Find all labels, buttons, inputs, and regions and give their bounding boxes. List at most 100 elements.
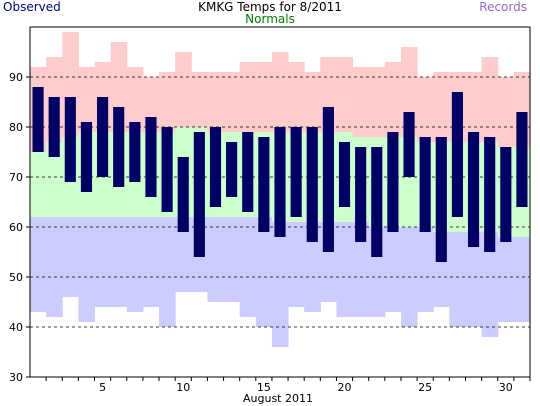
record-band-day-14	[239, 62, 257, 132]
observed-bar-day-27	[451, 92, 463, 217]
low-band-day-8	[142, 217, 160, 307]
observed-bar-day-9	[161, 127, 173, 212]
observed-bar-day-21	[355, 147, 367, 242]
observed-bar-day-22	[371, 147, 383, 257]
low-band-day-12	[207, 217, 225, 302]
low-band-day-23	[384, 227, 402, 312]
plot-border	[29, 26, 531, 378]
observed-bar-day-3	[64, 97, 76, 182]
low-band-day-16	[271, 222, 289, 347]
normal-band-day-1	[30, 152, 47, 217]
observed-bar-day-8	[145, 117, 157, 197]
low-band-day-14	[239, 217, 257, 317]
y-tick-label-60: 60	[9, 221, 23, 234]
low-band-day-2	[46, 217, 63, 317]
observed-layer	[32, 87, 528, 262]
low-band-day-9	[159, 217, 176, 327]
record-band-day-28	[465, 72, 483, 142]
low-band-day-5	[94, 217, 112, 307]
observed-bar-day-17	[290, 127, 302, 217]
observed-bar-day-31	[516, 112, 528, 207]
y-tick-label-40: 40	[9, 321, 23, 334]
low-band-day-28	[465, 232, 483, 327]
observed-bar-day-5	[97, 97, 109, 177]
record-band-day-22	[368, 67, 386, 137]
record-band-day-17	[288, 62, 305, 132]
x-tick-label-10: 10	[176, 381, 190, 394]
record-band-day-11	[191, 72, 208, 127]
observed-bar-day-11	[193, 132, 205, 257]
x-tick-label-20: 20	[338, 381, 352, 394]
chart-title: KMKG Temps for 8/2011	[198, 0, 342, 14]
record-band-day-20	[336, 57, 354, 132]
x-tick-label-25: 25	[418, 381, 432, 394]
observed-bar-day-6	[113, 107, 125, 187]
record-band-day-10	[175, 52, 192, 127]
observed-bar-day-19	[322, 107, 334, 252]
record-band-day-30	[497, 77, 515, 147]
record-band-day-21	[352, 67, 370, 137]
low-band-day-30	[497, 237, 515, 322]
record-band-day-12	[207, 72, 225, 132]
observed-bar-day-16	[274, 127, 286, 237]
observed-bar-day-4	[80, 122, 93, 192]
y-tick-label-30: 30	[9, 371, 23, 384]
observed-bar-day-7	[129, 122, 141, 182]
low-band-day-25	[417, 227, 434, 312]
low-band-day-31	[513, 237, 531, 322]
record-band-day-23	[384, 62, 402, 137]
observed-bar-day-13	[226, 142, 238, 197]
observed-bar-day-24	[403, 112, 415, 177]
x-axis-label: August 2011	[243, 392, 313, 405]
record-band-day-16	[271, 52, 289, 132]
y-tick-label-90: 90	[9, 71, 23, 84]
observed-bar-day-23	[387, 132, 399, 232]
observed-bar-day-29	[484, 137, 496, 252]
observed-bar-day-18	[306, 127, 318, 242]
normal-band-day-2	[46, 142, 63, 217]
y-tick-label-70: 70	[9, 171, 23, 184]
low-band-day-29	[481, 232, 499, 337]
low-band-day-20	[336, 222, 354, 317]
observed-bar-day-20	[338, 142, 351, 207]
x-tick-label-30: 30	[499, 381, 513, 394]
observed-bar-day-10	[177, 157, 189, 232]
x-tick-label-15: 15	[257, 381, 271, 394]
x-tick-label-5: 5	[99, 381, 106, 394]
record-band-day-15	[255, 62, 273, 132]
observed-bar-day-14	[242, 132, 254, 212]
low-band-day-27	[449, 232, 466, 327]
low-band-day-10	[175, 217, 192, 292]
observed-bar-day-2	[48, 97, 60, 157]
legend-normals: Normals	[245, 12, 295, 26]
low-band-day-18	[304, 222, 321, 312]
axes-layer: 30 40 50 60 70 80 90 5 10 15 20 25 30	[9, 26, 531, 394]
record-band-day-4	[78, 67, 96, 132]
observed-bar-day-15	[258, 137, 270, 232]
record-band-day-9	[159, 72, 176, 132]
low-band-day-1	[30, 217, 47, 312]
low-band-day-15	[255, 217, 273, 327]
low-band-day-17	[288, 222, 305, 307]
low-band-day-3	[62, 217, 79, 297]
legend-records: Records	[479, 0, 527, 14]
record-band-day-7	[126, 67, 144, 132]
observed-bar-day-1	[32, 87, 44, 152]
observed-bar-day-26	[435, 137, 447, 262]
record-band-day-25	[417, 77, 434, 142]
record-band-day-13	[223, 72, 241, 132]
observed-bar-day-28	[467, 132, 480, 247]
observed-bar-day-30	[500, 147, 512, 242]
record-band-day-26	[433, 72, 450, 142]
y-tick-label-80: 80	[9, 121, 23, 134]
observed-bar-day-12	[209, 127, 222, 207]
record-band-day-29	[481, 57, 499, 142]
low-band-day-7	[126, 217, 144, 312]
observed-bar-day-25	[419, 137, 431, 232]
record-band-day-18	[304, 72, 321, 132]
legend-observed: Observed	[3, 0, 61, 14]
y-tick-label-50: 50	[9, 271, 23, 284]
low-band-day-13	[223, 217, 241, 302]
low-band-day-4	[78, 217, 96, 322]
